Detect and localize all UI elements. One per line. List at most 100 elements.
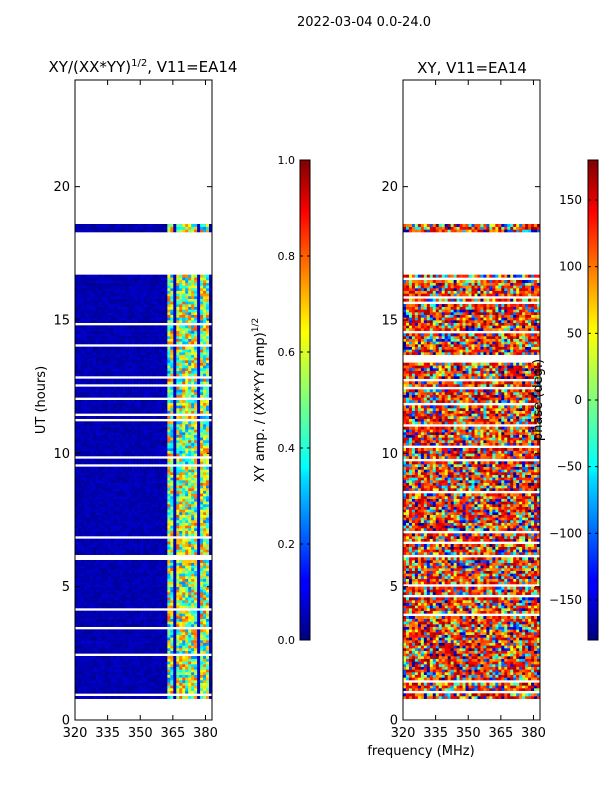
panel1-heatmap-cell bbox=[188, 597, 192, 601]
panel1-heatmap-cell bbox=[209, 402, 213, 406]
panel1-heatmap-cell bbox=[119, 402, 124, 406]
panel1-heatmap-cell bbox=[176, 522, 180, 526]
panel1-heatmap-cell bbox=[206, 621, 210, 625]
panel1-heatmap-cell bbox=[75, 544, 79, 547]
panel1-heatmap-cell bbox=[206, 389, 210, 393]
panel1-heatmap-cell bbox=[179, 445, 183, 449]
panel1-heatmap-cell bbox=[185, 570, 189, 574]
panel1-heatmap-cell bbox=[200, 573, 204, 577]
panel1-heatmap-cell bbox=[86, 629, 91, 633]
panel1-heatmap-cell bbox=[128, 490, 132, 494]
panel1-heatmap-cell bbox=[173, 402, 177, 406]
panel1-heatmap-cell bbox=[95, 453, 100, 457]
panel1-heatmap-cell bbox=[77, 530, 82, 534]
panel1-heatmap-cell bbox=[86, 658, 91, 662]
panel1-heatmap-cell bbox=[200, 424, 204, 427]
panel1-heatmap-cell bbox=[146, 645, 150, 649]
panel1-heatmap-cell bbox=[209, 445, 213, 449]
panel1-heatmap-cell bbox=[98, 402, 103, 406]
panel1-heatmap-cell bbox=[80, 528, 85, 531]
panel1-heatmap-cell bbox=[161, 440, 165, 443]
panel1-heatmap-cell bbox=[197, 690, 201, 694]
panel1-heatmap-cell bbox=[104, 480, 109, 483]
panel1-heatmap-cell bbox=[122, 674, 127, 678]
panel1-heatmap-cell bbox=[134, 400, 138, 403]
panel1-heatmap-cell bbox=[113, 645, 118, 649]
panel1-heatmap-cell bbox=[101, 549, 106, 553]
panel1-heatmap-cell bbox=[155, 373, 159, 377]
panel1-heatmap-cell bbox=[143, 522, 147, 526]
panel1-heatmap-cell bbox=[83, 648, 88, 651]
panel1-heatmap-cell bbox=[134, 440, 138, 443]
panel1-heatmap-cell bbox=[179, 549, 183, 553]
panel1-heatmap-cell bbox=[104, 568, 109, 571]
panel1-heatmap-cell bbox=[149, 528, 153, 531]
panel1-heatmap-cell bbox=[107, 541, 112, 545]
panel1-heatmap-cell bbox=[161, 389, 165, 393]
panel1-heatmap-cell bbox=[95, 573, 100, 577]
panel1-heatmap-cell bbox=[182, 424, 186, 427]
panel1-heatmap-cell bbox=[116, 445, 121, 449]
panel1-heatmap-cell bbox=[185, 538, 189, 542]
panel1-heatmap-cell bbox=[167, 392, 171, 395]
panel1-heatmap-cell bbox=[164, 432, 168, 435]
panel1-heatmap-cell bbox=[92, 496, 97, 499]
panel1-heatmap-cell bbox=[191, 416, 195, 419]
panel1-heatmap-cell bbox=[200, 381, 204, 385]
panel1-heatmap-cell bbox=[179, 677, 183, 681]
panel1-heatmap-cell bbox=[155, 610, 159, 614]
panel1-heatmap-cell bbox=[176, 616, 180, 619]
panel1-heatmap-cell bbox=[75, 421, 79, 425]
panel1-heatmap-cell bbox=[200, 493, 204, 497]
panel1-heatmap-cell bbox=[137, 541, 141, 545]
panel1-heatmap-cell bbox=[131, 461, 135, 465]
panel1-heatmap-cell bbox=[191, 488, 195, 491]
panel1-heatmap-cell bbox=[122, 586, 127, 590]
panel1-heatmap-cell bbox=[116, 680, 121, 683]
panel1-heatmap-cell bbox=[161, 480, 165, 483]
panel1-heatmap-cell bbox=[107, 445, 112, 449]
panel1-heatmap-cell bbox=[122, 600, 127, 603]
panel1-heatmap-cell bbox=[134, 408, 138, 411]
panel1-heatmap-cell bbox=[92, 672, 97, 675]
panel1-heatmap-cell bbox=[83, 533, 88, 537]
panel1-heatmap-cell bbox=[191, 453, 195, 457]
panel1-heatmap-cell bbox=[206, 568, 210, 571]
panel1-heatmap-cell bbox=[203, 477, 207, 481]
panel1-heatmap-cell bbox=[119, 440, 124, 443]
panel1-heatmap-cell bbox=[209, 493, 213, 497]
panel1-heatmap-cell bbox=[173, 605, 177, 609]
panel1-heatmap-cell bbox=[143, 616, 147, 619]
panel1-heatmap-cell bbox=[203, 501, 207, 505]
panel1-heatmap-cell bbox=[185, 533, 189, 537]
panel1-heatmap-cell bbox=[77, 517, 82, 521]
panel1-heatmap-cell bbox=[167, 562, 171, 566]
panel1-heatmap-cell bbox=[89, 490, 94, 494]
panel1-heatmap-cell bbox=[119, 453, 124, 457]
panel1-heatmap-cell bbox=[167, 528, 171, 531]
panel1-heatmap-cell bbox=[203, 677, 207, 681]
panel1-heatmap-cell bbox=[182, 682, 186, 686]
panel1-heatmap-cell bbox=[104, 624, 109, 627]
panel1-heatmap-cell bbox=[182, 488, 186, 491]
panel1-heatmap-cell bbox=[98, 544, 103, 547]
panel1-heatmap-cell bbox=[197, 450, 201, 454]
panel1-heatmap-cell bbox=[140, 637, 144, 641]
panel1-heatmap-cell bbox=[194, 682, 198, 686]
panel1-heatmap-cell bbox=[110, 450, 115, 454]
panel1-heatmap-cell bbox=[194, 472, 198, 475]
panel1-heatmap-cell bbox=[170, 410, 174, 414]
panel1-heatmap-cell bbox=[194, 656, 198, 659]
panel1-heatmap-cell bbox=[125, 640, 130, 643]
panel1-heatmap-cell bbox=[203, 565, 207, 569]
panel1-heatmap-cell bbox=[131, 552, 135, 555]
panel1-heatmap-cell bbox=[158, 688, 162, 691]
panel1-heatmap-cell bbox=[101, 533, 106, 537]
panel1-heatmap-cell bbox=[92, 640, 97, 643]
panel1-heatmap-cell bbox=[206, 661, 210, 665]
panel1-heatmap-cell bbox=[173, 514, 177, 518]
panel1-heatmap-cell bbox=[158, 525, 162, 529]
panel1-heatmap-cell bbox=[200, 416, 204, 419]
panel1-heatmap-cell bbox=[173, 530, 177, 534]
panel1-heatmap-cell bbox=[179, 584, 183, 587]
